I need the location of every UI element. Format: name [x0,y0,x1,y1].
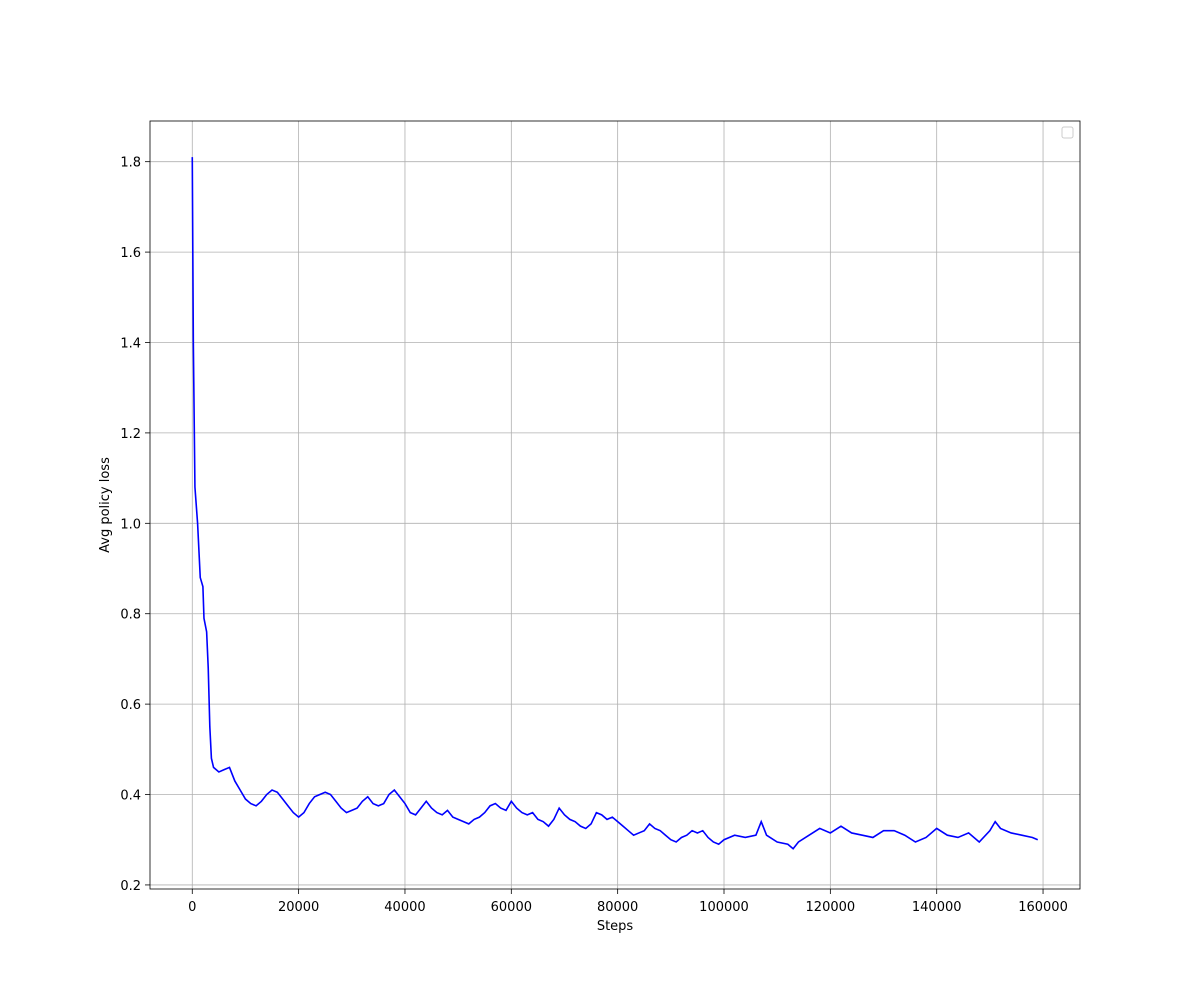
x-tick-label: 0 [188,900,196,915]
y-tick-label: 1.6 [120,246,141,261]
y-tick-label: 0.2 [120,879,141,894]
y-tick-label: 1.4 [120,336,141,351]
y-tick-label: 0.4 [120,789,141,804]
legend-box [1061,126,1074,139]
x-tick-label: 60000 [491,900,532,915]
y-tick-label: 1.0 [120,517,141,532]
x-tick-label: 20000 [278,900,319,915]
axes-frame [149,120,1081,890]
y-axis-label: Avg policy loss [98,457,113,553]
data-line [191,157,1039,850]
y-tick-label: 0.8 [120,608,141,623]
y-tick-label: 1.8 [120,156,141,171]
x-tick-label: 120000 [806,900,856,915]
x-tick-label: 140000 [912,900,962,915]
y-tick-label: 0.6 [120,698,141,713]
x-tick-label: 80000 [597,900,638,915]
x-tick-label: 40000 [384,900,425,915]
x-axis-label: Steps [597,919,634,934]
x-tick-label: 160000 [1018,900,1068,915]
x-tick-label: 100000 [699,900,749,915]
y-tick-label: 1.2 [120,427,141,442]
